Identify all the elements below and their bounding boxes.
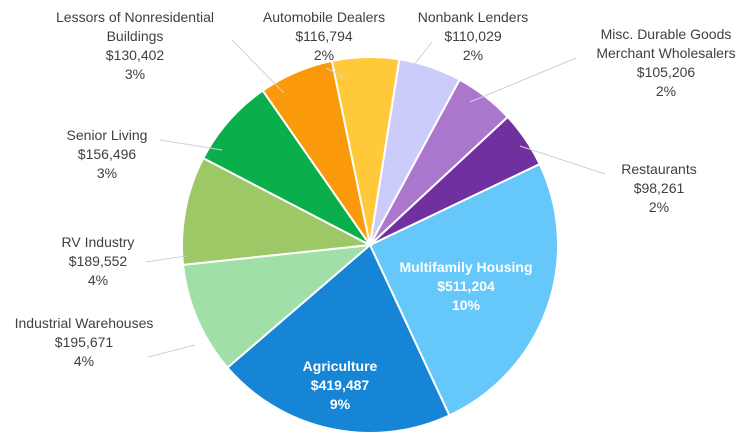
- leader-line: [519, 145, 606, 175]
- value-label: $156,496: [77, 146, 137, 162]
- data-label: Lessors of Nonresidential Buildings $130,…: [35, 8, 235, 84]
- category-name: Multifamily Housing: [399, 259, 533, 275]
- data-label: Misc. Durable Goods Merchant Wholesalers…: [576, 25, 750, 101]
- percent-label: 9%: [329, 396, 351, 412]
- value-label: $130,402: [105, 47, 165, 63]
- data-label: Industrial Warehouses $195,671 4%: [0, 314, 169, 371]
- data-label: RV Industry $189,552 4%: [28, 233, 168, 290]
- pie-slice: [369, 115, 542, 246]
- category-name: Automobile Dealers: [262, 9, 386, 25]
- category-name: RV Industry: [61, 234, 135, 250]
- data-label: Agriculture $419,487 9%: [260, 357, 420, 414]
- data-label: Nonbank Lenders $110,029 2%: [403, 8, 543, 65]
- value-label: $98,261: [633, 180, 685, 196]
- category-name: Misc. Durable Goods Merchant Wholesalers: [596, 26, 736, 61]
- data-label: Automobile Dealers $116,794 2%: [244, 8, 404, 65]
- value-label: $511,204: [437, 278, 495, 294]
- category-name: Nonbank Lenders: [417, 9, 529, 25]
- value-label: $189,552: [68, 253, 128, 269]
- pie-slice: [181, 243, 374, 370]
- value-label: $116,794: [295, 28, 353, 44]
- pie-slice: [226, 243, 451, 434]
- leader-line: [231, 39, 285, 94]
- value-label: $105,206: [636, 64, 696, 80]
- data-label: Multifamily Housing $511,204 10%: [386, 258, 546, 315]
- category-name: Industrial Warehouses: [14, 315, 154, 331]
- data-label: Senior Living $156,496 3%: [37, 126, 177, 183]
- pie-slice: [181, 156, 374, 266]
- leader-line: [469, 57, 577, 103]
- category-name: Agriculture: [302, 358, 378, 374]
- percent-label: 4%: [73, 353, 95, 369]
- leader-line: [409, 41, 433, 71]
- leader-line: [159, 139, 223, 151]
- percent-label: 4%: [87, 272, 109, 288]
- value-label: $195,671: [54, 334, 114, 350]
- leader-line: [145, 255, 187, 263]
- category-name: Senior Living: [66, 127, 148, 143]
- leader-line: [147, 344, 196, 358]
- value-label: $419,487: [310, 377, 370, 393]
- percent-label: 10%: [451, 297, 481, 313]
- percent-label: 2%: [313, 47, 335, 63]
- category-name: Restaurants: [621, 161, 697, 177]
- data-label: Restaurants $98,261 2%: [589, 160, 729, 217]
- percent-label: 2%: [648, 199, 670, 215]
- pie-slice: [368, 162, 559, 417]
- value-label: $110,029: [444, 28, 502, 44]
- category-name: Lessors of Nonresidential Buildings: [56, 9, 214, 44]
- leader-line: [325, 67, 347, 79]
- percent-label: 2%: [655, 83, 677, 99]
- percent-label: 2%: [462, 47, 484, 63]
- percent-label: 3%: [96, 165, 118, 181]
- percent-label: 3%: [124, 66, 146, 82]
